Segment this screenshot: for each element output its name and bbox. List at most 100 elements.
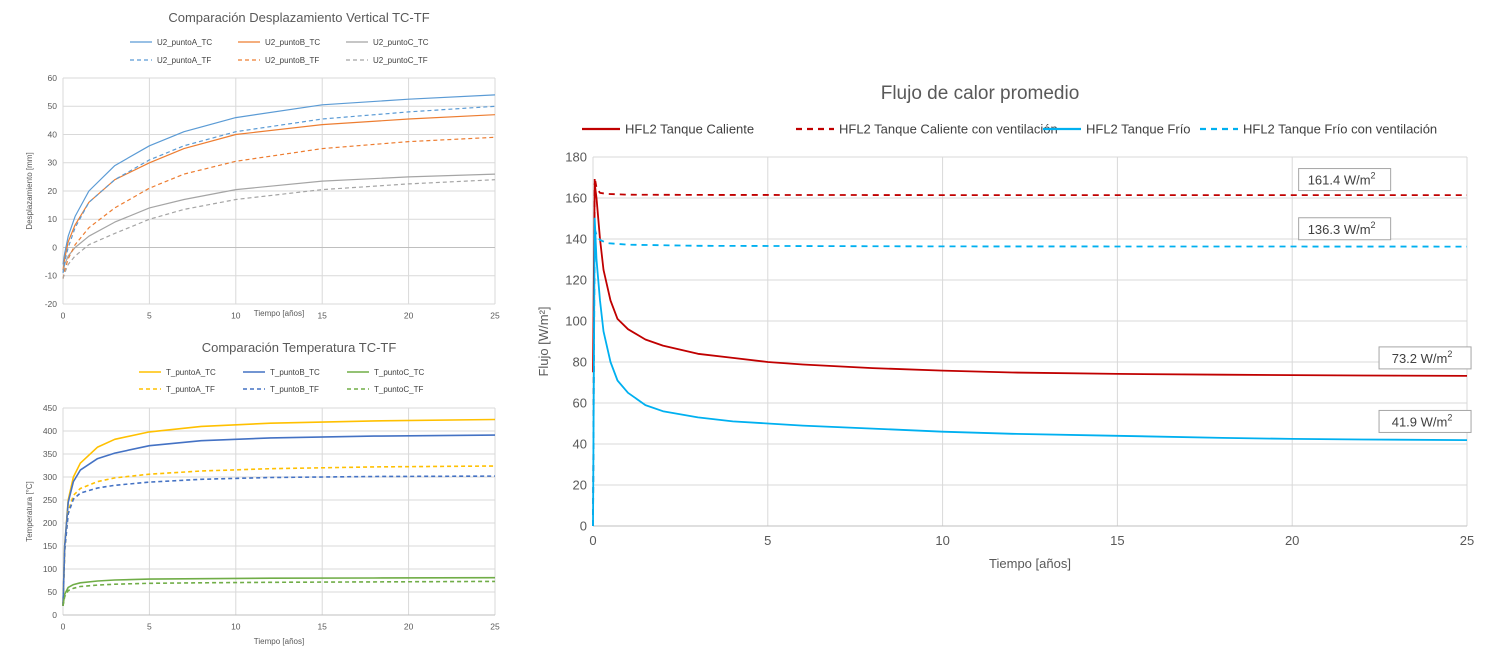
- x-axis-label: Tiempo [años]: [254, 637, 304, 646]
- legend-label: U2_puntoA_TC: [157, 38, 212, 47]
- series-line-t-puntoa-tf: [62, 465, 496, 606]
- legend-label: U2_puntoA_TF: [157, 56, 211, 65]
- x-tick-label: 15: [1110, 533, 1124, 548]
- y-tick-label: 300: [43, 472, 57, 482]
- series-line-t-puntoc-tc: [62, 576, 496, 606]
- y-tick-label: 200: [43, 518, 57, 528]
- series-line-t-puntob-tf: [62, 475, 496, 606]
- callout-exponent: 2: [1371, 171, 1376, 181]
- data-callout-label: 73.2 W/m2: [1392, 349, 1453, 366]
- data-callout-label: 136.3 W/m2: [1308, 220, 1376, 237]
- x-tick-label: 20: [404, 311, 414, 321]
- callout-value: 73.2 W/m: [1392, 351, 1448, 366]
- y-tick-label: -10: [45, 271, 58, 281]
- series-line-hfl2-tanque-caliente-con-ventilaci-n: [592, 176, 1467, 527]
- series-line-t-puntoc-tf: [62, 580, 496, 606]
- callout-value: 161.4 W/m: [1308, 173, 1371, 188]
- data-callout-label: 41.9 W/m2: [1392, 412, 1453, 429]
- series-line-u2-puntob-tf: [62, 136, 496, 279]
- series-line-hfl2-tanque-fr-o: [592, 217, 1468, 527]
- series-line-hfl2-tanque-caliente: [592, 182, 1468, 377]
- legend-label: U2_puntoC_TC: [373, 38, 429, 47]
- data-callout-label: 161.4 W/m2: [1308, 171, 1376, 188]
- y-tick-label: 60: [573, 396, 587, 411]
- y-tick-label: 20: [573, 478, 587, 493]
- x-axis-label: Tiempo [años]: [989, 556, 1071, 571]
- y-tick-label: 50: [48, 101, 58, 111]
- y-tick-label: 0: [52, 242, 57, 252]
- series-line-u2-puntoc-tc: [62, 173, 496, 274]
- legend-label: U2_puntoC_TF: [373, 56, 428, 65]
- data-callout-box: [1378, 346, 1472, 370]
- callout-value: 136.3 W/m: [1308, 222, 1371, 237]
- chart-title: Comparación Desplazamiento Vertical TC-T…: [168, 10, 429, 25]
- data-callout-box: [1298, 168, 1392, 192]
- legend-label: HFL2 Tanque Frío con ventilación: [1243, 122, 1437, 137]
- data-callout-box: [1378, 409, 1472, 433]
- chart-temperature: Comparación Temperatura TC-TF05010015020…: [25, 340, 500, 646]
- series-line-u2-puntoc-tf: [62, 179, 496, 279]
- callout-exponent: 2: [1447, 349, 1452, 359]
- y-tick-label: 40: [48, 129, 58, 139]
- y-tick-label: 10: [48, 214, 58, 224]
- y-tick-label: 0: [580, 519, 587, 534]
- series-line-hfl2-tanque-fr-o-con-ventilaci-n: [592, 227, 1468, 527]
- x-tick-label: 25: [1460, 533, 1474, 548]
- series-line-u2-puntoa-tc: [62, 94, 496, 265]
- x-tick-label: 0: [61, 622, 66, 632]
- callout-exponent: 2: [1371, 220, 1376, 230]
- y-tick-label: 150: [43, 541, 57, 551]
- legend-label: T_puntoA_TC: [166, 368, 216, 377]
- y-tick-label: 250: [43, 495, 57, 505]
- x-tick-label: 5: [764, 533, 771, 548]
- legend-label: T_puntoA_TF: [166, 385, 215, 394]
- y-tick-label: 120: [565, 273, 587, 288]
- y-axis-label: Temperatura [°C]: [25, 481, 34, 542]
- chart-heat-flux: Flujo de calor promedio02040608010012014…: [536, 83, 1474, 571]
- x-tick-label: 5: [147, 622, 152, 632]
- y-axis-label: Flujo [W/m²]: [536, 306, 551, 376]
- y-tick-label: 100: [43, 564, 57, 574]
- x-tick-label: 10: [231, 311, 241, 321]
- legend-label: T_puntoB_TC: [270, 368, 320, 377]
- series-line-u2-puntob-tc: [62, 114, 496, 271]
- callout-exponent: 2: [1447, 412, 1452, 422]
- chart-title: Flujo de calor promedio: [881, 83, 1080, 104]
- y-tick-label: 140: [565, 232, 587, 247]
- legend-label: HFL2 Tanque Frío: [1086, 122, 1191, 137]
- y-tick-label: 0: [52, 610, 57, 620]
- y-tick-label: 180: [565, 150, 587, 165]
- x-tick-label: 20: [404, 622, 414, 632]
- legend-label: HFL2 Tanque Caliente con ventilación: [839, 122, 1058, 137]
- x-tick-label: 25: [490, 311, 500, 321]
- y-tick-label: 60: [48, 73, 58, 83]
- y-tick-label: 400: [43, 426, 57, 436]
- x-tick-label: 15: [317, 311, 327, 321]
- legend-label: HFL2 Tanque Caliente: [625, 122, 754, 137]
- legend-label: U2_puntoB_TF: [265, 56, 319, 65]
- series-line-t-puntob-tc: [62, 434, 496, 606]
- x-tick-label: 25: [490, 622, 500, 632]
- x-tick-label: 15: [317, 622, 327, 632]
- legend-label: T_puntoB_TF: [270, 385, 319, 394]
- y-axis-label: Desplazamiento [mm]: [25, 152, 34, 229]
- series-line-u2-puntoa-tf: [62, 105, 496, 273]
- chart-displacement: Comparación Desplazamiento Vertical TC-T…: [25, 10, 500, 321]
- y-tick-label: 50: [48, 587, 58, 597]
- legend-label: T_puntoC_TF: [374, 385, 423, 394]
- data-callout-box: [1298, 217, 1392, 241]
- y-tick-label: 450: [43, 403, 57, 413]
- y-tick-label: 100: [565, 314, 587, 329]
- callout-value: 41.9 W/m: [1392, 414, 1448, 429]
- x-tick-label: 10: [935, 533, 949, 548]
- y-tick-label: 350: [43, 449, 57, 459]
- chart-title: Comparación Temperatura TC-TF: [202, 340, 397, 355]
- y-tick-label: 80: [573, 355, 587, 370]
- y-tick-label: 40: [573, 437, 587, 452]
- x-tick-label: 10: [231, 622, 241, 632]
- x-tick-label: 0: [589, 533, 596, 548]
- x-tick-label: 20: [1285, 533, 1299, 548]
- y-tick-label: 160: [565, 191, 587, 206]
- legend-label: U2_puntoB_TC: [265, 38, 320, 47]
